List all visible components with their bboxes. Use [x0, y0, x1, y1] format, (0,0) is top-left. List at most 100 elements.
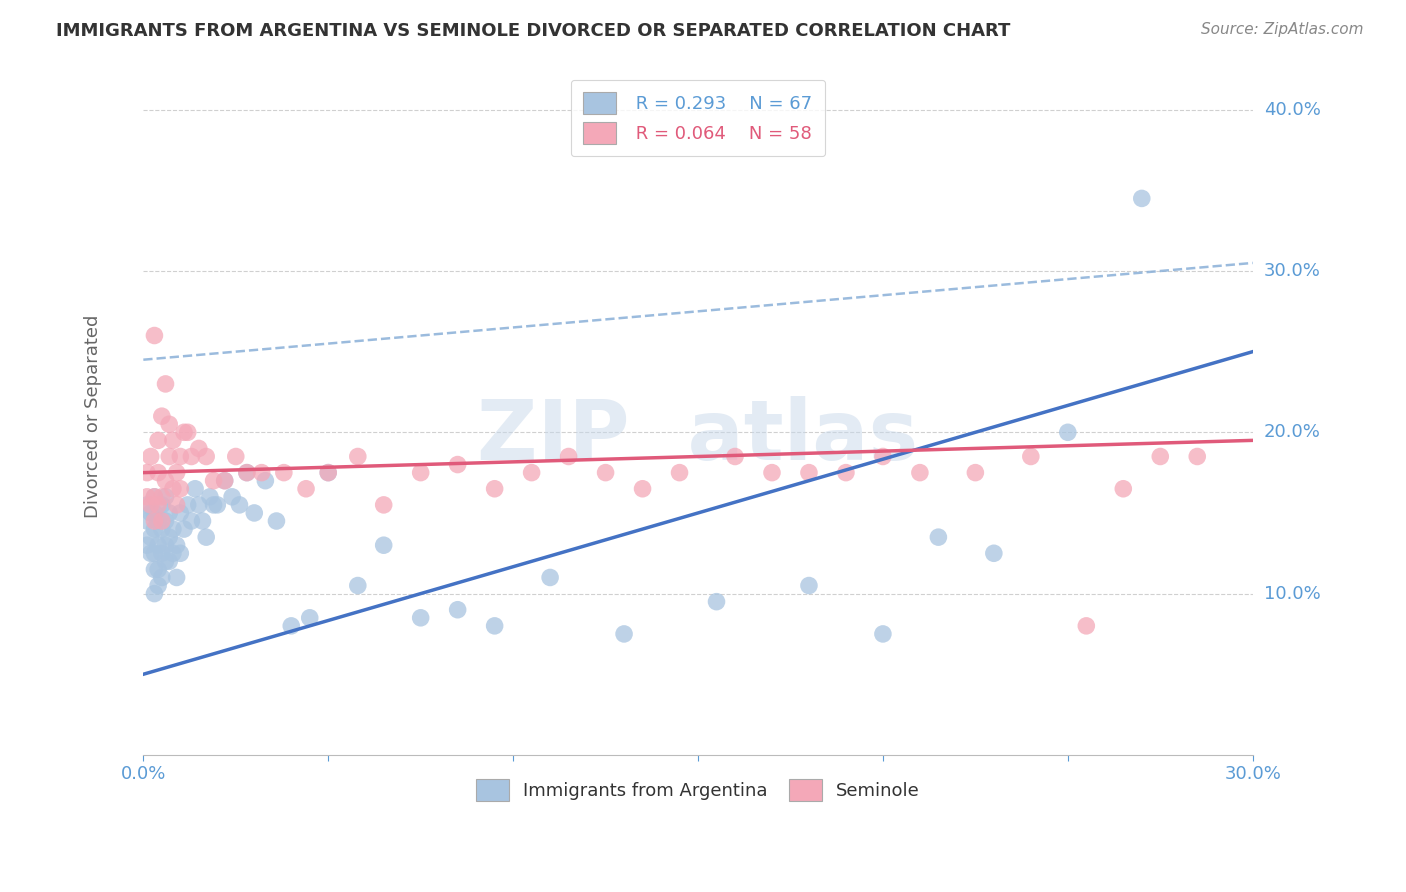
- Point: [191, 514, 214, 528]
- Point: [202, 498, 225, 512]
- Point: [150, 514, 173, 528]
- Point: [180, 450, 202, 464]
- Point: [965, 466, 987, 480]
- Point: [136, 538, 159, 552]
- Point: [484, 619, 506, 633]
- Point: [157, 417, 180, 432]
- Point: [157, 450, 180, 464]
- Point: [162, 522, 184, 536]
- Point: [146, 578, 169, 592]
- Point: [155, 554, 177, 568]
- Point: [195, 450, 218, 464]
- Point: [146, 434, 169, 448]
- Point: [409, 611, 432, 625]
- Point: [143, 514, 166, 528]
- Point: [139, 530, 162, 544]
- Point: [761, 466, 783, 480]
- Point: [797, 578, 820, 592]
- Point: [146, 562, 169, 576]
- Point: [243, 506, 266, 520]
- Point: [162, 482, 184, 496]
- Point: [173, 425, 195, 440]
- Point: [797, 466, 820, 480]
- Point: [316, 466, 339, 480]
- Point: [166, 466, 188, 480]
- Point: [1019, 450, 1042, 464]
- Point: [143, 562, 166, 576]
- Point: [520, 466, 543, 480]
- Point: [613, 627, 636, 641]
- Point: [166, 570, 188, 584]
- Text: ZIP  atlas: ZIP atlas: [478, 396, 918, 477]
- Point: [150, 490, 173, 504]
- Point: [1149, 450, 1171, 464]
- Point: [236, 466, 259, 480]
- Point: [221, 490, 243, 504]
- Point: [177, 498, 200, 512]
- Point: [169, 546, 191, 560]
- Point: [195, 530, 218, 544]
- Point: [1112, 482, 1135, 496]
- Point: [136, 466, 159, 480]
- Text: 10.0%: 10.0%: [1264, 584, 1320, 603]
- Point: [346, 450, 368, 464]
- Point: [146, 498, 169, 512]
- Point: [316, 466, 339, 480]
- Point: [143, 490, 166, 504]
- Point: [136, 514, 159, 528]
- Point: [225, 450, 247, 464]
- Point: [157, 506, 180, 520]
- Point: [835, 466, 858, 480]
- Point: [631, 482, 654, 496]
- Point: [143, 586, 166, 600]
- Point: [162, 546, 184, 560]
- Point: [484, 482, 506, 496]
- Point: [150, 522, 173, 536]
- Point: [1130, 191, 1153, 205]
- Point: [295, 482, 318, 496]
- Point: [280, 619, 302, 633]
- Text: Divorced or Separated: Divorced or Separated: [84, 315, 103, 518]
- Point: [155, 474, 177, 488]
- Point: [143, 328, 166, 343]
- Text: 40.0%: 40.0%: [1264, 101, 1320, 119]
- Point: [373, 538, 395, 552]
- Point: [139, 498, 162, 512]
- Point: [1076, 619, 1098, 633]
- Point: [983, 546, 1005, 560]
- Point: [557, 450, 579, 464]
- Point: [136, 498, 159, 512]
- Point: [146, 466, 169, 480]
- Point: [143, 546, 166, 560]
- Point: [595, 466, 617, 480]
- Point: [155, 514, 177, 528]
- Point: [668, 466, 690, 480]
- Point: [143, 506, 166, 520]
- Point: [447, 458, 470, 472]
- Point: [143, 522, 166, 536]
- Point: [409, 466, 432, 480]
- Point: [139, 450, 162, 464]
- Text: Source: ZipAtlas.com: Source: ZipAtlas.com: [1201, 22, 1364, 37]
- Point: [273, 466, 295, 480]
- Point: [724, 450, 747, 464]
- Point: [169, 450, 191, 464]
- Point: [202, 474, 225, 488]
- Point: [169, 482, 191, 496]
- Point: [254, 474, 277, 488]
- Point: [155, 538, 177, 552]
- Point: [214, 474, 236, 488]
- Point: [155, 376, 177, 391]
- Point: [173, 522, 195, 536]
- Point: [908, 466, 931, 480]
- Point: [236, 466, 259, 480]
- Point: [150, 409, 173, 424]
- Point: [180, 514, 202, 528]
- Point: [872, 450, 894, 464]
- Point: [706, 595, 728, 609]
- Point: [162, 434, 184, 448]
- Point: [1056, 425, 1078, 440]
- Point: [872, 627, 894, 641]
- Point: [927, 530, 949, 544]
- Point: [169, 506, 191, 520]
